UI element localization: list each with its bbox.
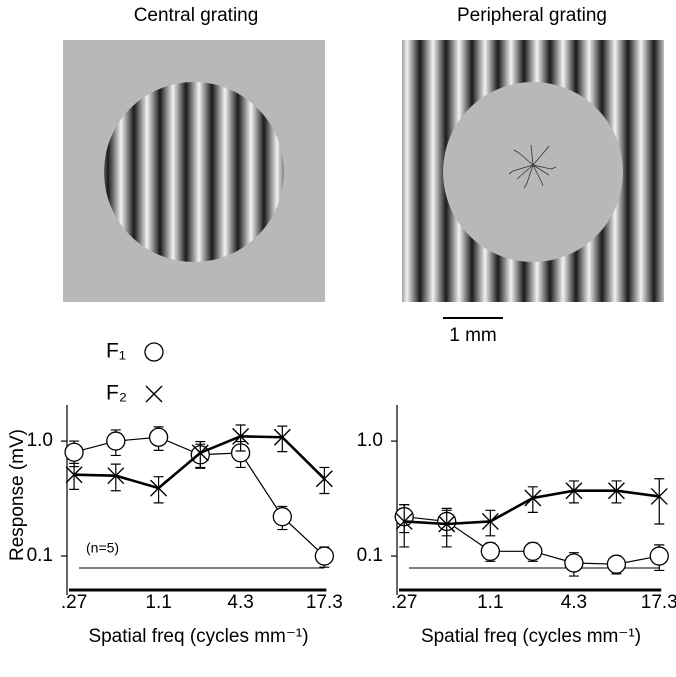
marker-circle — [564, 553, 584, 573]
marker-x — [107, 467, 125, 485]
marker-x — [191, 444, 209, 462]
x-axis-label: Spatial freq (cycles mm⁻¹) — [421, 626, 641, 647]
error-bar — [235, 424, 246, 452]
marker-x — [315, 470, 333, 488]
error-bar — [153, 476, 164, 504]
legend-marker — [145, 385, 163, 403]
error-bar — [654, 478, 665, 525]
error-bar — [611, 480, 622, 504]
marker-circle — [606, 554, 627, 574]
error-bar — [399, 504, 410, 548]
x-tick-label: 17.3 — [306, 592, 343, 613]
marker-x — [232, 427, 250, 445]
y-tick-label: 1.0 — [357, 430, 383, 451]
marker-x — [481, 512, 499, 530]
stimulus-title: Peripheral grating — [457, 5, 607, 26]
marker-x — [273, 428, 291, 446]
central-stimulus — [63, 40, 325, 302]
y-tick-label: 0.1 — [27, 545, 53, 566]
marker-x — [565, 482, 583, 500]
marker-circle — [148, 427, 169, 447]
x-tick-label: 4.3 — [227, 592, 253, 613]
marker-circle — [64, 442, 84, 462]
error-bar — [568, 480, 579, 504]
error-bar — [527, 486, 538, 513]
error-bar — [319, 466, 330, 495]
marker-x — [607, 482, 625, 500]
scale-label: 1 mm — [449, 325, 497, 346]
error-bar — [277, 425, 288, 453]
marker-circle — [649, 546, 669, 566]
x-tick-label: 1.1 — [145, 592, 171, 613]
y-tick-label: 0.1 — [357, 545, 383, 566]
marker-x — [65, 466, 83, 484]
marker-x — [524, 489, 542, 507]
marker-circle — [272, 507, 292, 527]
legend-marker — [144, 342, 164, 362]
legend-label: F₂ — [106, 382, 127, 405]
y-axis-label: Response (mV) — [7, 429, 28, 561]
x-tick-label: 17.3 — [641, 592, 676, 613]
x-tick-label: .27 — [391, 592, 417, 613]
error-bar — [485, 509, 496, 537]
marker-circle — [523, 541, 543, 561]
peripheral-stimulus — [402, 40, 664, 319]
marker-x — [438, 515, 456, 533]
error-bar — [195, 440, 206, 469]
error-bar — [110, 463, 121, 492]
legend-label: F₁ — [106, 340, 126, 363]
marker-x — [150, 479, 168, 497]
x-axis-label: Spatial freq (cycles mm⁻¹) — [88, 626, 308, 647]
marker-x — [650, 487, 668, 505]
x-tick-label: 4.3 — [561, 592, 587, 613]
n-label: (n=5) — [86, 540, 119, 556]
stimulus-title: Central grating — [134, 5, 259, 26]
marker-circle — [106, 431, 126, 451]
y-tick-label: 1.0 — [27, 430, 53, 451]
error-bar — [441, 507, 452, 548]
marker-circle — [314, 546, 335, 566]
marker-circle — [480, 541, 500, 561]
marker-x — [395, 512, 413, 530]
x-tick-label: .27 — [61, 592, 87, 613]
x-tick-label: 1.1 — [477, 592, 503, 613]
error-bar — [69, 462, 80, 490]
neuron-drawing — [508, 144, 557, 189]
